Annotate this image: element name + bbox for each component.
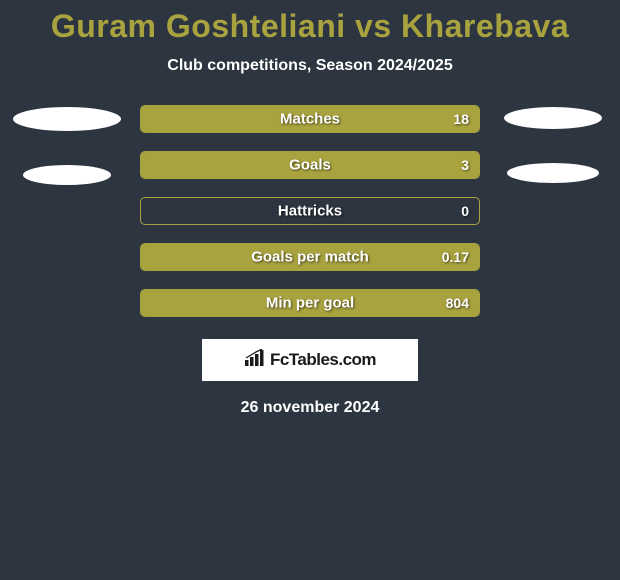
stat-value: 18 bbox=[453, 111, 469, 127]
right-decorations bbox=[498, 105, 608, 183]
stat-label: Goals bbox=[289, 157, 331, 174]
stat-bar-goals: Goals 3 bbox=[140, 151, 480, 179]
stat-bar-goals-per-match: Goals per match 0.17 bbox=[140, 243, 480, 271]
stat-value: 3 bbox=[461, 157, 469, 173]
stat-value: 804 bbox=[446, 295, 469, 311]
stat-label: Matches bbox=[280, 111, 340, 128]
stat-label: Min per goal bbox=[266, 295, 354, 312]
logo-box: FcTables.com bbox=[202, 339, 418, 381]
stat-bar-hattricks: Hattricks 0 bbox=[140, 197, 480, 225]
stat-bars: Matches 18 Goals 3 Hattricks 0 Goals per… bbox=[140, 105, 480, 317]
stat-label: Goals per match bbox=[251, 249, 369, 266]
stat-value: 0.17 bbox=[442, 249, 469, 265]
logo-text: FcTables.com bbox=[270, 350, 376, 370]
stat-value: 0 bbox=[461, 203, 469, 219]
comparison-area: Matches 18 Goals 3 Hattricks 0 Goals per… bbox=[0, 105, 620, 317]
page-title: Guram Goshteliani vs Kharebava bbox=[0, 8, 620, 45]
comparison-infographic: Guram Goshteliani vs Kharebava Club comp… bbox=[0, 0, 620, 417]
ellipse-decoration bbox=[504, 107, 602, 129]
left-decorations bbox=[12, 105, 122, 185]
bar-chart-icon bbox=[244, 349, 266, 372]
ellipse-decoration bbox=[13, 107, 121, 131]
stat-bar-matches: Matches 18 bbox=[140, 105, 480, 133]
subtitle: Club competitions, Season 2024/2025 bbox=[0, 57, 620, 75]
stat-label: Hattricks bbox=[278, 203, 342, 220]
date-text: 26 november 2024 bbox=[0, 399, 620, 417]
stat-bar-min-per-goal: Min per goal 804 bbox=[140, 289, 480, 317]
ellipse-decoration bbox=[507, 163, 599, 183]
ellipse-decoration bbox=[23, 165, 111, 185]
